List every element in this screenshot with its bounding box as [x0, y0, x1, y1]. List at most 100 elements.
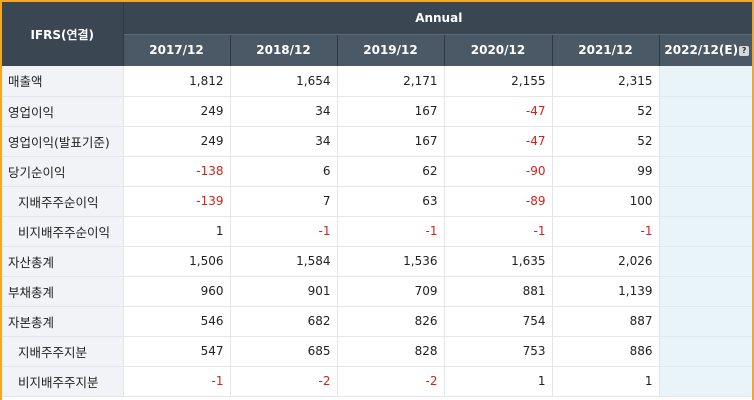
value-cell: -1 [443, 216, 552, 247]
estimate-cell [658, 276, 752, 307]
value-cell: -1 [551, 216, 659, 247]
value-cell: 1 [443, 366, 552, 397]
help-icon[interactable]: ? [739, 46, 750, 57]
estimate-cell [658, 336, 752, 367]
row-label: 자산총계 [2, 246, 123, 277]
year-header: 2018/12 [229, 33, 337, 66]
value-cell: 1 [551, 366, 659, 397]
value-cell: 62 [336, 156, 444, 187]
value-cell: 1,139 [551, 276, 659, 307]
value-cell: 754 [443, 306, 552, 337]
row-label: 지배주주순이익 [2, 186, 123, 217]
table-row: 비지배주주지분 -1 -2 -2 1 1 [2, 366, 752, 397]
value-cell: 1,536 [336, 246, 444, 277]
table-row: 비지배주주순이익 1 -1 -1 -1 -1 [2, 216, 752, 247]
value-cell: -1 [229, 216, 337, 247]
value-cell: 2,171 [336, 66, 444, 97]
value-cell: 6 [229, 156, 337, 187]
value-cell: 1,654 [229, 66, 337, 97]
value-cell: 1 [122, 216, 230, 247]
row-label: 비지배주주순이익 [2, 216, 123, 247]
corner-label: IFRS(연결) [2, 2, 124, 66]
table-row: 자본총계 546 682 826 754 887 [2, 306, 752, 337]
table-row: 영업이익 249 34 167 -47 52 [2, 96, 752, 127]
value-cell: -1 [336, 216, 444, 247]
estimate-year-label: 2022/12(E) [664, 43, 739, 58]
value-cell: 52 [551, 96, 659, 127]
table-row: 지배주주순이익 -139 7 63 -89 100 [2, 186, 752, 217]
value-cell: 826 [336, 306, 444, 337]
value-cell: 7 [229, 186, 337, 217]
value-cell: -2 [229, 366, 337, 397]
value-cell: 2,026 [551, 246, 659, 277]
value-cell: 709 [336, 276, 444, 307]
value-cell: 2,315 [551, 66, 659, 97]
row-label: 지배주주지분 [2, 336, 123, 367]
value-cell: 546 [122, 306, 230, 337]
annual-group-label: Annual [123, 2, 752, 34]
row-label: 부채총계 [2, 276, 123, 307]
table-row: 영업이익(발표기준) 249 34 167 -47 52 [2, 126, 752, 157]
value-cell: 249 [122, 126, 230, 157]
value-cell: -1 [122, 366, 230, 397]
table-row: 당기순이익 -138 6 62 -90 99 [2, 156, 752, 187]
year-header: 2017/12 [122, 33, 230, 66]
table-row: 자산총계 1,506 1,584 1,536 1,635 2,026 [2, 246, 752, 277]
value-cell: 887 [551, 306, 659, 337]
table-row: 지배주주지분 547 685 828 753 886 [2, 336, 752, 367]
value-cell: -90 [443, 156, 552, 187]
table-row: 부채총계 960 901 709 881 1,139 [2, 276, 752, 307]
value-cell: 960 [122, 276, 230, 307]
table-row: 매출액 1,812 1,654 2,171 2,155 2,315 [2, 66, 752, 97]
value-cell: 167 [336, 126, 444, 157]
value-cell: 99 [551, 156, 659, 187]
value-cell: -47 [443, 126, 552, 157]
estimate-cell [658, 126, 752, 157]
value-cell: 100 [551, 186, 659, 217]
value-cell: 753 [443, 336, 552, 367]
value-cell: 63 [336, 186, 444, 217]
value-cell: -139 [122, 186, 230, 217]
value-cell: 34 [229, 126, 337, 157]
estimate-cell [658, 156, 752, 187]
value-cell: 167 [336, 96, 444, 127]
row-label: 매출액 [2, 66, 123, 97]
value-cell: 685 [229, 336, 337, 367]
table-header: IFRS(연결) Annual 2017/12 2018/12 2019/12 … [2, 2, 752, 66]
value-cell: -138 [122, 156, 230, 187]
row-label: 비지배주주지분 [2, 366, 123, 397]
estimate-cell [658, 66, 752, 97]
value-cell: 1,584 [229, 246, 337, 277]
year-header: 2020/12 [443, 33, 552, 66]
value-cell: 52 [551, 126, 659, 157]
value-cell: 1,812 [122, 66, 230, 97]
estimate-year-header: 2022/12(E)? [658, 33, 752, 66]
value-cell: 547 [122, 336, 230, 367]
value-cell: -2 [336, 366, 444, 397]
value-cell: 886 [551, 336, 659, 367]
value-cell: -47 [443, 96, 552, 127]
estimate-cell [658, 96, 752, 127]
value-cell: 828 [336, 336, 444, 367]
year-header: 2019/12 [336, 33, 444, 66]
row-label: 영업이익 [2, 96, 123, 127]
value-cell: 901 [229, 276, 337, 307]
value-cell: 2,155 [443, 66, 552, 97]
row-label: 자본총계 [2, 306, 123, 337]
value-cell: 682 [229, 306, 337, 337]
year-header: 2021/12 [551, 33, 659, 66]
value-cell: 34 [229, 96, 337, 127]
value-cell: 881 [443, 276, 552, 307]
value-cell: 249 [122, 96, 230, 127]
estimate-cell [658, 216, 752, 247]
estimate-cell [658, 246, 752, 277]
estimate-cell [658, 366, 752, 397]
value-cell: 1,506 [122, 246, 230, 277]
value-cell: -89 [443, 186, 552, 217]
estimate-cell [658, 306, 752, 337]
table-body: 매출액 1,812 1,654 2,171 2,155 2,315 영업이익 249 34 167… [2, 66, 752, 397]
estimate-cell [658, 186, 752, 217]
row-label: 영업이익(발표기준) [2, 126, 123, 157]
